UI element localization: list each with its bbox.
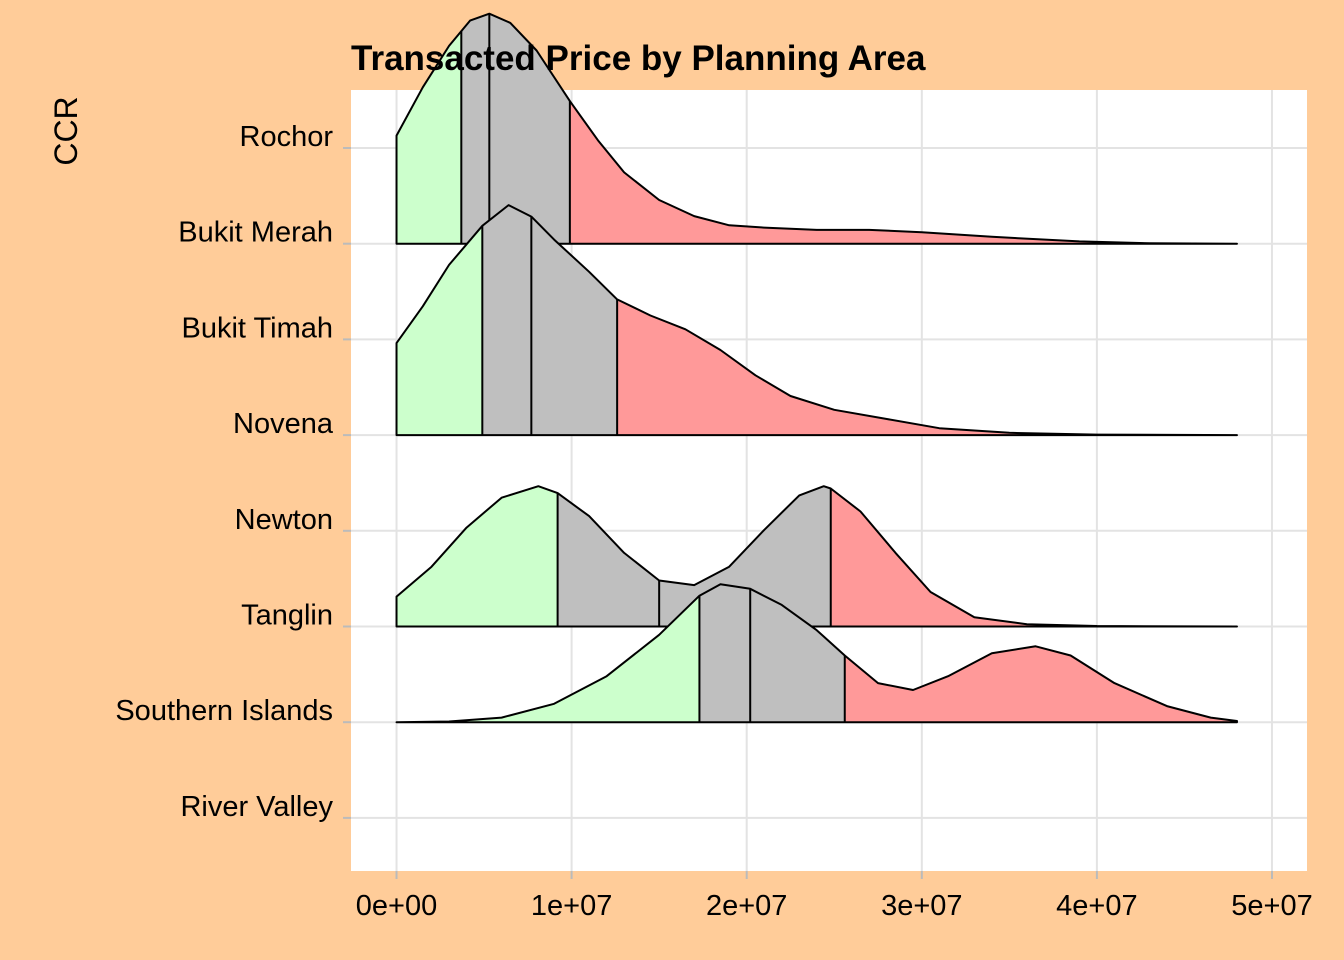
y-axis-label: CCR: [48, 96, 84, 165]
x-tick-label: 4e+07: [1056, 890, 1137, 922]
ridge-segment-lower: [396, 225, 483, 436]
ridge-segment-lower: [396, 31, 462, 244]
ridge-segment-middle: [482, 205, 532, 436]
ridge-segment-upper: [569, 101, 1237, 244]
y-tick-label: Southern Islands: [115, 695, 333, 727]
ridge-segment-upper: [830, 488, 1237, 627]
x-tick-label: 1e+07: [531, 890, 612, 922]
y-tick-label: Bukit Timah: [182, 312, 334, 344]
x-tick-label: 2e+07: [706, 890, 787, 922]
x-tick-label: 3e+07: [881, 890, 962, 922]
ridge-segment-lower: [396, 486, 558, 627]
y-tick-label: Newton: [235, 504, 333, 536]
ridge-outline: [395, 485, 1238, 628]
y-tick-label: Rochor: [240, 121, 334, 153]
ridge-segment-middle: [557, 493, 660, 627]
ridge-segment-middle: [461, 13, 490, 244]
y-tick-label: Tanglin: [241, 600, 333, 632]
x-tick-label: 0e+00: [356, 890, 437, 922]
chart-title: Transacted Price by Planning Area: [351, 39, 926, 78]
x-tick-label: 5e+07: [1231, 890, 1312, 922]
y-tick-label: Bukit Merah: [178, 217, 333, 249]
ridge-segment-upper: [617, 299, 1237, 436]
y-tick-label: Novena: [233, 408, 334, 440]
ridge-segment-middle: [659, 486, 831, 627]
ridge-segment-middle: [531, 216, 618, 436]
ridge-segment-middle: [699, 584, 751, 723]
ridge-outline: [395, 204, 1238, 437]
ridge-outline: [395, 583, 1238, 724]
ridge-outline: [395, 12, 1238, 245]
axes-layer: 0e+00 1e+07 2e+07 3e+07 4e+07 5e+07 Rochor Buki…: [115, 121, 1312, 922]
ridge-segment-lower: [396, 595, 700, 723]
ridge-segment-upper: [844, 646, 1237, 723]
ridge-segment-middle: [750, 588, 845, 723]
ridges-layer: [395, 12, 1238, 724]
y-tick-label: River Valley: [180, 791, 333, 823]
